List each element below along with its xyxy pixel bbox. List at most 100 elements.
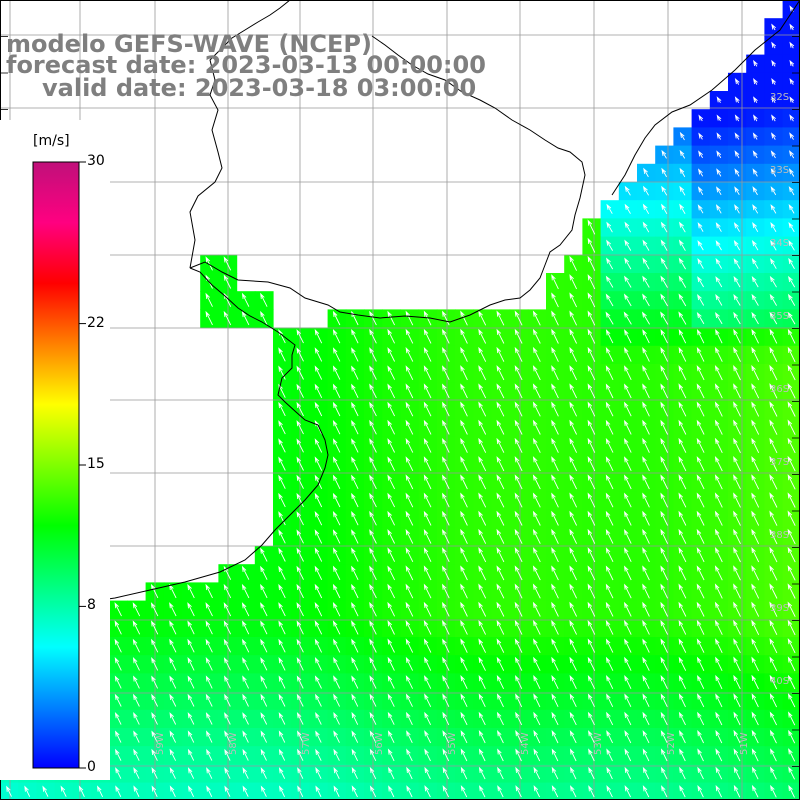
- wind-arrow: [751, 601, 760, 617]
- wind-arrow: [369, 711, 377, 725]
- wind-arrow: [551, 328, 559, 344]
- wind-arrow: [569, 274, 578, 290]
- wind-arrow: [733, 711, 741, 726]
- wind-arrow: [661, 167, 667, 178]
- wind-arrow: [733, 258, 741, 269]
- wind-arrow: [387, 601, 396, 617]
- longitude-label: 55W: [447, 732, 458, 755]
- title-model: modelo GEFS-WAVE (NCEP): [6, 30, 372, 58]
- wind-arrow: [696, 638, 705, 653]
- wind-arrow: [514, 401, 523, 417]
- wind-arrow: [388, 766, 395, 780]
- wind-arrow: [314, 383, 323, 398]
- wind-arrow: [770, 257, 777, 269]
- wind-arrow: [660, 711, 668, 726]
- wind-arrow: [588, 785, 595, 798]
- wind-arrow: [788, 784, 795, 798]
- wind-cell: [782, 109, 800, 128]
- wind-arrow: [769, 311, 778, 325]
- wind-arrow: [587, 310, 596, 326]
- wind-cell: [782, 527, 800, 547]
- wind-arrow: [169, 712, 177, 725]
- wind-arrow: [714, 437, 723, 453]
- wind-arrow: [715, 785, 723, 798]
- wind-arrow: [460, 492, 468, 508]
- wind-arrow: [569, 547, 578, 563]
- wind-arrow: [770, 748, 777, 762]
- wind-arrow: [697, 693, 705, 708]
- wind-arrow: [478, 346, 487, 362]
- wind-arrow: [660, 528, 669, 544]
- wind-arrow: [551, 492, 559, 508]
- wind-arrow: [642, 711, 650, 726]
- wind-arrow: [332, 383, 341, 398]
- wind-arrow: [442, 565, 450, 581]
- wind-arrow: [296, 583, 304, 599]
- wind-arrow: [570, 766, 577, 780]
- wind-arrow: [642, 456, 650, 472]
- wind-arrow: [351, 675, 359, 689]
- wind-arrow: [642, 748, 650, 762]
- wind-arrow: [205, 693, 213, 707]
- wind-arrow: [460, 401, 468, 417]
- wind-arrow: [751, 401, 760, 417]
- wind-arrow: [351, 347, 359, 362]
- wind-arrow: [169, 785, 176, 797]
- wind-arrow: [789, 132, 794, 140]
- wind-arrow: [533, 748, 541, 762]
- wind-arrow: [733, 583, 741, 599]
- wind-arrow: [223, 310, 232, 326]
- wind-arrow: [605, 401, 614, 417]
- wind-arrow: [296, 547, 304, 562]
- wind-arrow: [678, 365, 687, 381]
- wind-arrow: [423, 620, 432, 635]
- wind-cell: [782, 54, 800, 74]
- wind-arrow: [351, 638, 359, 653]
- wind-arrow: [660, 766, 668, 780]
- wind-arrow: [533, 693, 541, 708]
- wind-arrow: [771, 114, 776, 122]
- wind-arrow: [278, 602, 286, 617]
- wind-arrow: [788, 204, 795, 214]
- wind-arrow: [751, 748, 759, 762]
- wind-arrow: [751, 257, 759, 269]
- wind-arrow: [770, 766, 777, 780]
- wind-arrow: [751, 711, 759, 726]
- wind-arrow: [532, 383, 541, 399]
- wind-arrow: [660, 221, 668, 233]
- wind-arrow: [133, 785, 140, 797]
- wind-arrow: [296, 456, 304, 471]
- wind-arrow: [679, 748, 686, 762]
- wind-arrow: [405, 328, 414, 344]
- wind-arrow: [460, 620, 468, 635]
- wind-cell: [782, 637, 800, 656]
- wind-arrow: [260, 638, 268, 653]
- wind-arrow: [642, 565, 650, 581]
- wind-arrow: [533, 620, 541, 635]
- wind-arrow: [751, 275, 759, 288]
- wind-arrow: [787, 492, 796, 508]
- wind-arrow: [369, 565, 377, 581]
- wind-arrow: [278, 565, 286, 580]
- wind-arrow: [624, 730, 632, 744]
- wind-arrow: [314, 601, 323, 617]
- wind-arrow: [788, 729, 796, 744]
- wind-arrow: [660, 510, 669, 526]
- latitude-label: 35S: [770, 311, 789, 322]
- wind-arrow: [497, 766, 504, 780]
- wind-arrow: [351, 602, 359, 617]
- wind-arrow: [424, 711, 432, 725]
- wind-arrow: [660, 401, 669, 417]
- wind-arrow: [714, 619, 723, 635]
- wind-arrow: [351, 656, 359, 671]
- wind-arrow: [423, 365, 432, 380]
- wind-arrow: [587, 583, 596, 599]
- wind-arrow: [605, 383, 614, 399]
- wind-arrow: [478, 383, 487, 399]
- colorbar-tick-label: 8: [87, 597, 96, 614]
- wind-arrow: [460, 766, 468, 780]
- wind-arrow: [442, 601, 450, 617]
- wind-arrow: [733, 601, 741, 617]
- wind-arrow: [351, 511, 359, 526]
- wind-arrow: [515, 693, 523, 708]
